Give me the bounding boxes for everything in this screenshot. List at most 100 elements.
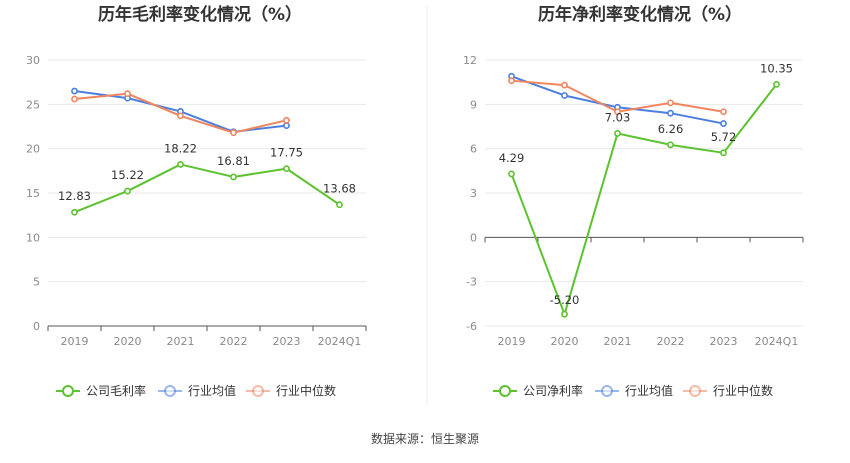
x-tick-label: 2023 xyxy=(710,335,738,348)
legend-marker-icon xyxy=(689,385,701,397)
x-tick-label: 2020 xyxy=(551,335,579,348)
x-axis: 2019 2020 2021 2022 2023 2024Q1 xyxy=(484,236,804,348)
y-tick-label: -3 xyxy=(466,276,477,289)
y-tick-label: 30 xyxy=(26,54,40,67)
source-note: 数据来源：恒生聚源 xyxy=(371,431,479,446)
y-tick-label: -6 xyxy=(466,320,477,333)
x-tick-label: 2021 xyxy=(604,335,632,348)
chart-title: 历年毛利率变化情况（%） xyxy=(98,4,302,25)
y-tick-label: 5 xyxy=(33,276,40,289)
data-point xyxy=(124,187,131,195)
data-label: 17.75 xyxy=(270,146,303,160)
y-tick-label: 12 xyxy=(463,54,477,67)
y-tick-label: 0 xyxy=(470,231,477,244)
data-point xyxy=(614,108,621,116)
data-point xyxy=(720,108,727,116)
data-point xyxy=(561,310,568,318)
x-tick-label: 2023 xyxy=(273,335,301,348)
legend-label: 行业中位数 xyxy=(276,383,336,398)
legend-label: 行业均值 xyxy=(625,383,673,398)
data-label: 6.26 xyxy=(658,122,684,136)
x-tick-label: 2024Q1 xyxy=(318,335,362,348)
x-tick-label: 2021 xyxy=(167,335,195,348)
legend-item[interactable]: 行业中位数 xyxy=(246,383,336,398)
x-tick-label: 2022 xyxy=(657,335,685,348)
data-label: 10.35 xyxy=(760,61,793,75)
y-tick-label: 3 xyxy=(470,187,477,200)
data-point xyxy=(508,77,515,85)
data-point xyxy=(71,95,78,103)
legend-item[interactable]: 行业中位数 xyxy=(683,383,773,398)
data-label: 13.68 xyxy=(323,182,356,196)
legend[interactable]: 公司毛利率 行业均值 行业中位数 xyxy=(56,383,336,398)
data-label: -5.20 xyxy=(550,293,580,307)
legend-marker-icon xyxy=(62,385,74,397)
data-label: 4.29 xyxy=(499,151,525,165)
y-tick-label: 10 xyxy=(26,231,40,244)
data-point xyxy=(720,120,727,127)
data-labels: 12.83 15.22 18.22 16.81 17.75 13.68 xyxy=(58,141,356,203)
data-label: 18.22 xyxy=(164,141,197,155)
data-point xyxy=(230,173,237,181)
legend-marker-icon xyxy=(601,385,613,397)
y-tick-label: 6 xyxy=(470,143,477,156)
data-label: 12.83 xyxy=(58,189,91,203)
grid xyxy=(485,59,803,327)
series-line xyxy=(74,163,341,214)
net-margin-chart: 历年净利率变化情况（%） -6 -3 0 3 6 9 12 2019 2020 2021 2022… xyxy=(463,4,804,398)
data-point xyxy=(614,130,621,137)
data-label: 16.81 xyxy=(217,154,250,168)
x-tick-label: 2022 xyxy=(220,335,248,348)
legend-item[interactable]: 公司净利率 xyxy=(493,383,583,398)
data-point xyxy=(561,92,568,99)
legend-label: 公司净利率 xyxy=(523,383,583,398)
legend-label: 行业中位数 xyxy=(713,383,773,398)
data-point xyxy=(177,112,184,120)
data-point xyxy=(71,208,78,216)
data-point xyxy=(561,81,568,89)
data-labels: 4.29 -5.20 7.03 6.26 5.72 10.35 xyxy=(499,61,793,307)
y-axis: 0 5 10 15 20 25 30 xyxy=(26,54,40,333)
chart-title: 历年净利率变化情况（%） xyxy=(538,4,742,25)
y-tick-label: 0 xyxy=(33,320,40,333)
y-axis: -6 -3 0 3 6 9 12 xyxy=(463,54,477,333)
x-tick-label: 2019 xyxy=(498,335,526,348)
data-label: 7.03 xyxy=(605,110,631,124)
data-point xyxy=(283,165,290,173)
data-label: 15.22 xyxy=(111,168,144,182)
legend-item[interactable]: 公司毛利率 xyxy=(56,383,146,398)
data-point xyxy=(667,109,674,117)
y-tick-label: 25 xyxy=(26,98,40,111)
data-label: 5.72 xyxy=(711,130,737,144)
legend-marker-icon xyxy=(164,385,176,397)
legend-label: 公司毛利率 xyxy=(86,383,146,398)
series-layer xyxy=(508,72,780,318)
series-layer xyxy=(71,87,343,216)
data-point xyxy=(720,149,727,157)
data-point xyxy=(773,80,780,88)
legend-marker-icon xyxy=(499,385,511,397)
legend-label: 行业均值 xyxy=(188,383,236,398)
y-tick-label: 20 xyxy=(26,143,40,156)
data-point xyxy=(283,116,290,124)
y-tick-label: 9 xyxy=(470,98,477,111)
legend-item[interactable]: 行业均值 xyxy=(595,383,673,398)
data-point xyxy=(283,122,290,130)
x-axis: 2019 2020 2021 2022 2023 2024Q1 xyxy=(47,325,367,348)
x-tick-label: 2020 xyxy=(114,335,142,348)
y-tick-label: 15 xyxy=(26,187,40,200)
data-point xyxy=(124,90,131,98)
grid xyxy=(48,59,366,327)
x-tick-label: 2019 xyxy=(61,335,89,348)
data-point xyxy=(230,129,237,137)
legend-item[interactable]: 行业均值 xyxy=(158,383,236,398)
data-point xyxy=(667,141,674,149)
x-tick-label: 2024Q1 xyxy=(755,335,799,348)
legend-marker-icon xyxy=(252,385,264,397)
legend[interactable]: 公司净利率 行业均值 行业中位数 xyxy=(493,383,773,398)
data-point xyxy=(508,170,515,178)
series-line xyxy=(510,83,778,316)
data-point xyxy=(71,87,78,95)
